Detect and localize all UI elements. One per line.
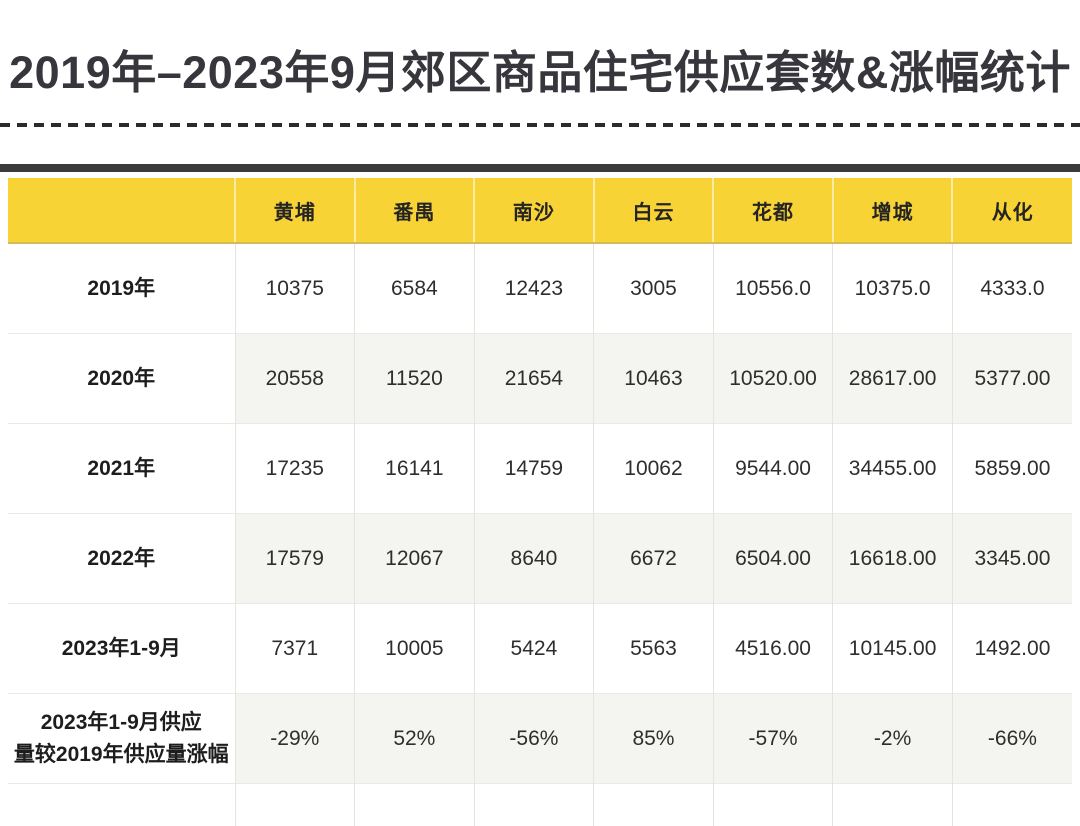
data-cell <box>833 784 953 826</box>
data-cell: -56% <box>474 694 594 784</box>
data-cell: 21654 <box>474 334 594 424</box>
dashed-divider <box>0 123 1080 127</box>
data-cell: 9544.00 <box>713 424 833 514</box>
data-cell: -2% <box>833 694 953 784</box>
data-cell <box>355 784 475 826</box>
data-cell: 3005 <box>594 243 714 334</box>
data-cell: 6584 <box>355 243 475 334</box>
data-cell: 10005 <box>355 604 475 694</box>
data-cell: 6504.00 <box>713 514 833 604</box>
data-cell: 5563 <box>594 604 714 694</box>
data-cell: 4333.0 <box>952 243 1072 334</box>
table-header-row: 黄埔番禺南沙白云花都增城从化 <box>8 178 1072 243</box>
data-cell: 12423 <box>474 243 594 334</box>
column-header: 番禺 <box>355 178 475 243</box>
data-cell: 12067 <box>355 514 475 604</box>
column-header: 南沙 <box>474 178 594 243</box>
data-cell: 10375.0 <box>833 243 953 334</box>
page-title: 2019年–2023年9月郊区商品住宅供应套数&涨幅统计 <box>0 36 1080 101</box>
data-cell <box>235 784 355 826</box>
data-cell: 6672 <box>594 514 714 604</box>
data-cell <box>474 784 594 826</box>
data-cell: 11520 <box>355 334 475 424</box>
data-cell: -66% <box>952 694 1072 784</box>
row-label: 2020年 <box>8 334 235 424</box>
data-cell <box>952 784 1072 826</box>
data-cell: 5859.00 <box>952 424 1072 514</box>
cut-off-row <box>8 784 1072 826</box>
data-cell: 20558 <box>235 334 355 424</box>
column-header: 增城 <box>833 178 953 243</box>
data-cell: 10463 <box>594 334 714 424</box>
column-header: 黄埔 <box>235 178 355 243</box>
data-cell: 52% <box>355 694 475 784</box>
data-cell: 10520.00 <box>713 334 833 424</box>
row-label: 2019年 <box>8 243 235 334</box>
column-header: 白云 <box>594 178 714 243</box>
data-cell: 34455.00 <box>833 424 953 514</box>
data-cell: -57% <box>713 694 833 784</box>
data-cell: 3345.00 <box>952 514 1072 604</box>
data-cell: 5424 <box>474 604 594 694</box>
data-cell: 17235 <box>235 424 355 514</box>
data-cell: 28617.00 <box>833 334 953 424</box>
data-cell <box>713 784 833 826</box>
table-row: 2023年1-9月供应 量较2019年供应量涨幅-29%52%-56%85%-5… <box>8 694 1072 784</box>
data-cell: 10145.00 <box>833 604 953 694</box>
data-cell: 1492.00 <box>952 604 1072 694</box>
data-cell: 85% <box>594 694 714 784</box>
data-cell: 17579 <box>235 514 355 604</box>
row-label <box>8 784 235 826</box>
column-header: 花都 <box>713 178 833 243</box>
data-cell: 10062 <box>594 424 714 514</box>
data-cell: 14759 <box>474 424 594 514</box>
data-cell: 7371 <box>235 604 355 694</box>
corner-cell <box>8 178 235 243</box>
column-header: 从化 <box>952 178 1072 243</box>
row-label: 2021年 <box>8 424 235 514</box>
row-label: 2023年1-9月供应 量较2019年供应量涨幅 <box>8 694 235 784</box>
row-label: 2023年1-9月 <box>8 604 235 694</box>
data-cell: 16618.00 <box>833 514 953 604</box>
data-cell: 5377.00 <box>952 334 1072 424</box>
page: 2019年–2023年9月郊区商品住宅供应套数&涨幅统计 黄埔番禺南沙白云花都增… <box>0 0 1080 781</box>
data-cell: 10375 <box>235 243 355 334</box>
data-cell: 16141 <box>355 424 475 514</box>
data-cell: 4516.00 <box>713 604 833 694</box>
data-cell: 8640 <box>474 514 594 604</box>
data-cell: 10556.0 <box>713 243 833 334</box>
solid-divider <box>0 164 1080 172</box>
row-label: 2022年 <box>8 514 235 604</box>
data-cell <box>594 784 714 826</box>
data-cell: -29% <box>235 694 355 784</box>
